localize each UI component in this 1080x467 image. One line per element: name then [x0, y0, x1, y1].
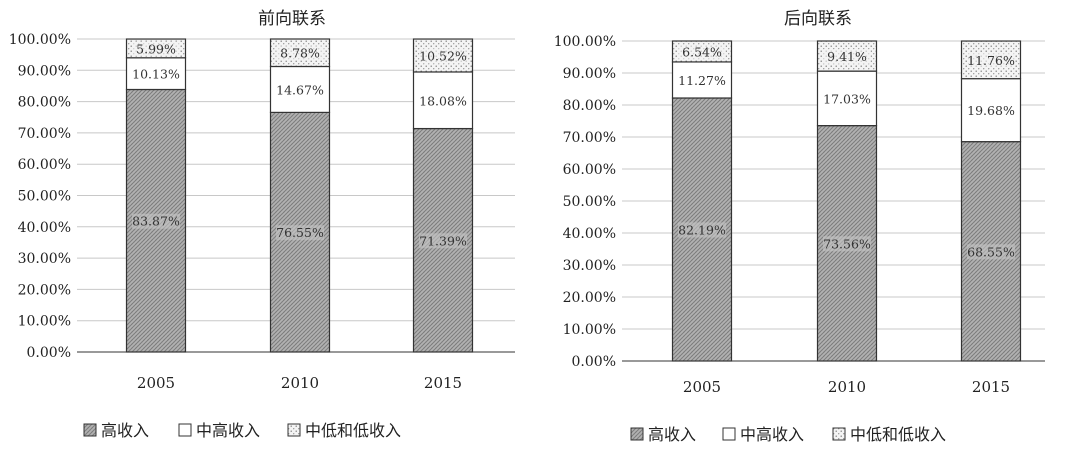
data-label-high-income-2015: 68.55%	[967, 244, 1015, 259]
data-label-lower-income-2010: 8.78%	[280, 46, 320, 61]
data-labels: 83.87% 10.13% 5.99% 76.55% 14.67% 8.78% 71.39%…	[132, 41, 467, 249]
legend-swatch-high-income	[83, 423, 97, 437]
chart-title: 后向联系	[784, 9, 852, 29]
data-label-background	[132, 213, 180, 229]
y-tick-label: 50.00%	[563, 194, 616, 210]
data-label-background	[419, 48, 467, 64]
data-label-lower-income-2015: 10.52%	[419, 48, 467, 63]
y-tick-label: 30.00%	[563, 258, 616, 274]
data-label-background	[823, 49, 871, 65]
legend-label-high-income: 高收入	[648, 425, 696, 444]
data-label-upper-middle-income-2015: 19.68%	[967, 103, 1015, 118]
legend-swatch-upper-middle-income	[722, 427, 736, 441]
bars	[671, 40, 1022, 362]
x-axis-tick-labels: 2005 2010 2015	[137, 374, 462, 392]
legend-swatch-lower-income	[287, 423, 301, 437]
bar-segment-upper-middle-income-2010	[816, 70, 878, 127]
y-tick-label: 100.00%	[9, 32, 71, 48]
legend-label-upper-middle-income: 中高收入	[740, 425, 804, 444]
y-tick-label: 20.00%	[18, 282, 71, 298]
data-label-background	[823, 236, 871, 252]
legend: 高收入 中高收入 中低和低收入	[83, 421, 401, 440]
y-tick-label: 40.00%	[18, 220, 71, 236]
legend-label-high-income: 高收入	[101, 421, 149, 440]
data-label-upper-middle-income-2010: 17.03%	[823, 91, 871, 106]
y-tick-label: 70.00%	[18, 126, 71, 142]
data-label-high-income-2010: 76.55%	[276, 225, 324, 240]
chart-backward-linkage: 后向联系 0.00% 10.00% 20.00% 30.00% 40.00% 50.00%…	[554, 9, 1045, 444]
y-tick-label: 80.00%	[18, 95, 71, 111]
y-tick-label: 0.00%	[27, 345, 71, 361]
x-category-label: 2015	[424, 374, 462, 392]
x-axis-tick-labels: 2005 2010 2015	[683, 378, 1010, 396]
data-label-lower-income-2005: 5.99%	[136, 41, 176, 56]
data-label-upper-middle-income-2010: 14.67%	[276, 82, 324, 97]
y-tick-label: 10.00%	[18, 314, 71, 330]
legend-swatch-high-income	[630, 427, 644, 441]
chart-forward-linkage: 前向联系 0.00% 10.00% 20.00% 30.00% 40.00% 50.00%…	[9, 9, 515, 440]
bar-segment-upper-middle-income-2015	[412, 71, 474, 130]
y-tick-label: 30.00%	[18, 251, 71, 267]
bar-segment-upper-middle-income-2015	[960, 78, 1022, 143]
y-tick-label: 100.00%	[554, 34, 616, 50]
y-tick-label: 40.00%	[563, 226, 616, 242]
y-tick-label: 0.00%	[572, 354, 616, 370]
data-label-upper-middle-income-2005: 10.13%	[132, 67, 180, 82]
data-labels: 82.19% 11.27% 6.54% 73.56% 17.03% 9.41% 68.55%…	[678, 44, 1015, 260]
legend: 高收入 中高收入 中低和低收入	[630, 425, 946, 444]
data-label-background	[132, 41, 180, 57]
data-label-upper-middle-income-2015: 18.08%	[419, 93, 467, 108]
y-tick-label: 90.00%	[18, 63, 71, 79]
data-label-high-income-2005: 83.87%	[132, 214, 180, 229]
bar-segment-upper-middle-income-2010	[269, 65, 331, 113]
legend-label-lower-income: 中低和低收入	[850, 425, 946, 444]
y-tick-label: 50.00%	[18, 189, 71, 205]
data-label-background	[678, 44, 726, 60]
legend-label-upper-middle-income: 中高收入	[196, 421, 260, 440]
y-tick-label: 90.00%	[563, 66, 616, 82]
data-label-upper-middle-income-2005: 11.27%	[678, 73, 726, 88]
legend-swatch-upper-middle-income	[178, 423, 192, 437]
data-label-background	[967, 244, 1015, 260]
x-category-label: 2005	[683, 378, 721, 396]
data-label-high-income-2005: 82.19%	[678, 222, 726, 237]
y-tick-label: 20.00%	[563, 290, 616, 306]
legend-swatch-lower-income	[832, 427, 846, 441]
data-label-background	[276, 225, 324, 241]
y-tick-label: 70.00%	[563, 130, 616, 146]
x-category-label: 2010	[281, 374, 319, 392]
data-label-background	[276, 45, 324, 61]
chart-title: 前向联系	[258, 9, 326, 29]
y-axis-tick-labels: 0.00% 10.00% 20.00% 30.00% 40.00% 50.00% 60.00…	[554, 34, 616, 370]
data-label-background	[419, 233, 467, 249]
y-axis-tick-labels: 0.00% 10.00% 20.00% 30.00% 40.00% 50.00% 60.00…	[9, 32, 71, 361]
data-label-high-income-2015: 71.39%	[419, 233, 467, 248]
data-label-background	[967, 52, 1015, 68]
y-tick-label: 10.00%	[563, 322, 616, 338]
x-category-label: 2005	[137, 374, 175, 392]
legend-label-lower-income: 中低和低收入	[305, 421, 401, 440]
data-label-lower-income-2010: 9.41%	[827, 49, 867, 64]
data-label-high-income-2010: 73.56%	[823, 236, 871, 251]
x-category-label: 2010	[828, 378, 866, 396]
data-label-background	[678, 222, 726, 238]
x-category-label: 2015	[972, 378, 1010, 396]
data-label-lower-income-2015: 11.76%	[967, 53, 1015, 68]
data-label-lower-income-2005: 6.54%	[682, 44, 722, 59]
y-tick-label: 60.00%	[563, 162, 616, 178]
y-tick-label: 60.00%	[18, 157, 71, 173]
y-tick-label: 80.00%	[563, 98, 616, 114]
